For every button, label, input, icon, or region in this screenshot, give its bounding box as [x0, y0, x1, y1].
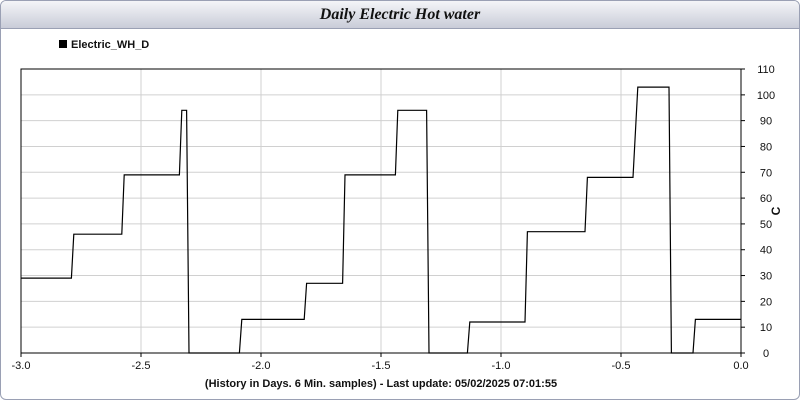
y-tick-label: 80 — [760, 141, 772, 153]
y-tick-label: 60 — [760, 193, 772, 205]
x-tick-label: -3.0 — [12, 360, 31, 372]
y-tick-label: 40 — [760, 245, 772, 257]
y-tick-label: 30 — [760, 271, 772, 283]
legend: Electric_WH_D — [59, 39, 149, 51]
series-line-electric-wh-d — [21, 86, 741, 354]
x-tick-label: 0.0 — [733, 360, 748, 372]
x-tick-label: -0.5 — [612, 360, 631, 372]
title-bar: Daily Electric Hot water — [1, 1, 799, 29]
chart-title: Daily Electric Hot water — [319, 6, 481, 23]
y-axis: 0 10 20 30 40 50 60 70 80 90 100 110 — [741, 64, 775, 360]
y-tick-label: 0 — [763, 348, 769, 360]
x-tick-label: -2.0 — [252, 360, 271, 372]
grid — [20, 68, 742, 354]
x-axis: -3.0 -2.5 -2.0 -1.5 -1.0 -0.5 0.0 — [12, 353, 749, 372]
legend-swatch — [59, 40, 67, 48]
legend-label: Electric_WH_D — [71, 39, 149, 51]
x-tick-label: -1.0 — [492, 360, 511, 372]
x-axis-label: (History in Days. 6 Min. samples) - Last… — [205, 378, 557, 390]
y-tick-label: 90 — [760, 116, 772, 128]
x-tick-label: -2.5 — [132, 360, 151, 372]
y-tick-label: 10 — [760, 322, 772, 334]
y-tick-label: 70 — [760, 167, 772, 179]
y-tick-label: 50 — [760, 219, 772, 231]
y-tick-label: 110 — [757, 64, 775, 76]
x-tick-label: -1.5 — [372, 360, 391, 372]
y-axis-label: C — [769, 206, 783, 215]
y-tick-label: 100 — [757, 90, 775, 102]
y-tick-label: 20 — [760, 296, 772, 308]
